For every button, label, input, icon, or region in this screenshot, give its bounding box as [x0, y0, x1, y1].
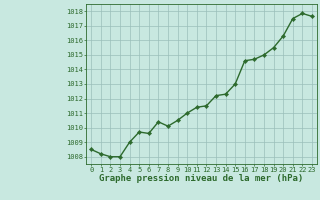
X-axis label: Graphe pression niveau de la mer (hPa): Graphe pression niveau de la mer (hPa): [100, 174, 304, 183]
